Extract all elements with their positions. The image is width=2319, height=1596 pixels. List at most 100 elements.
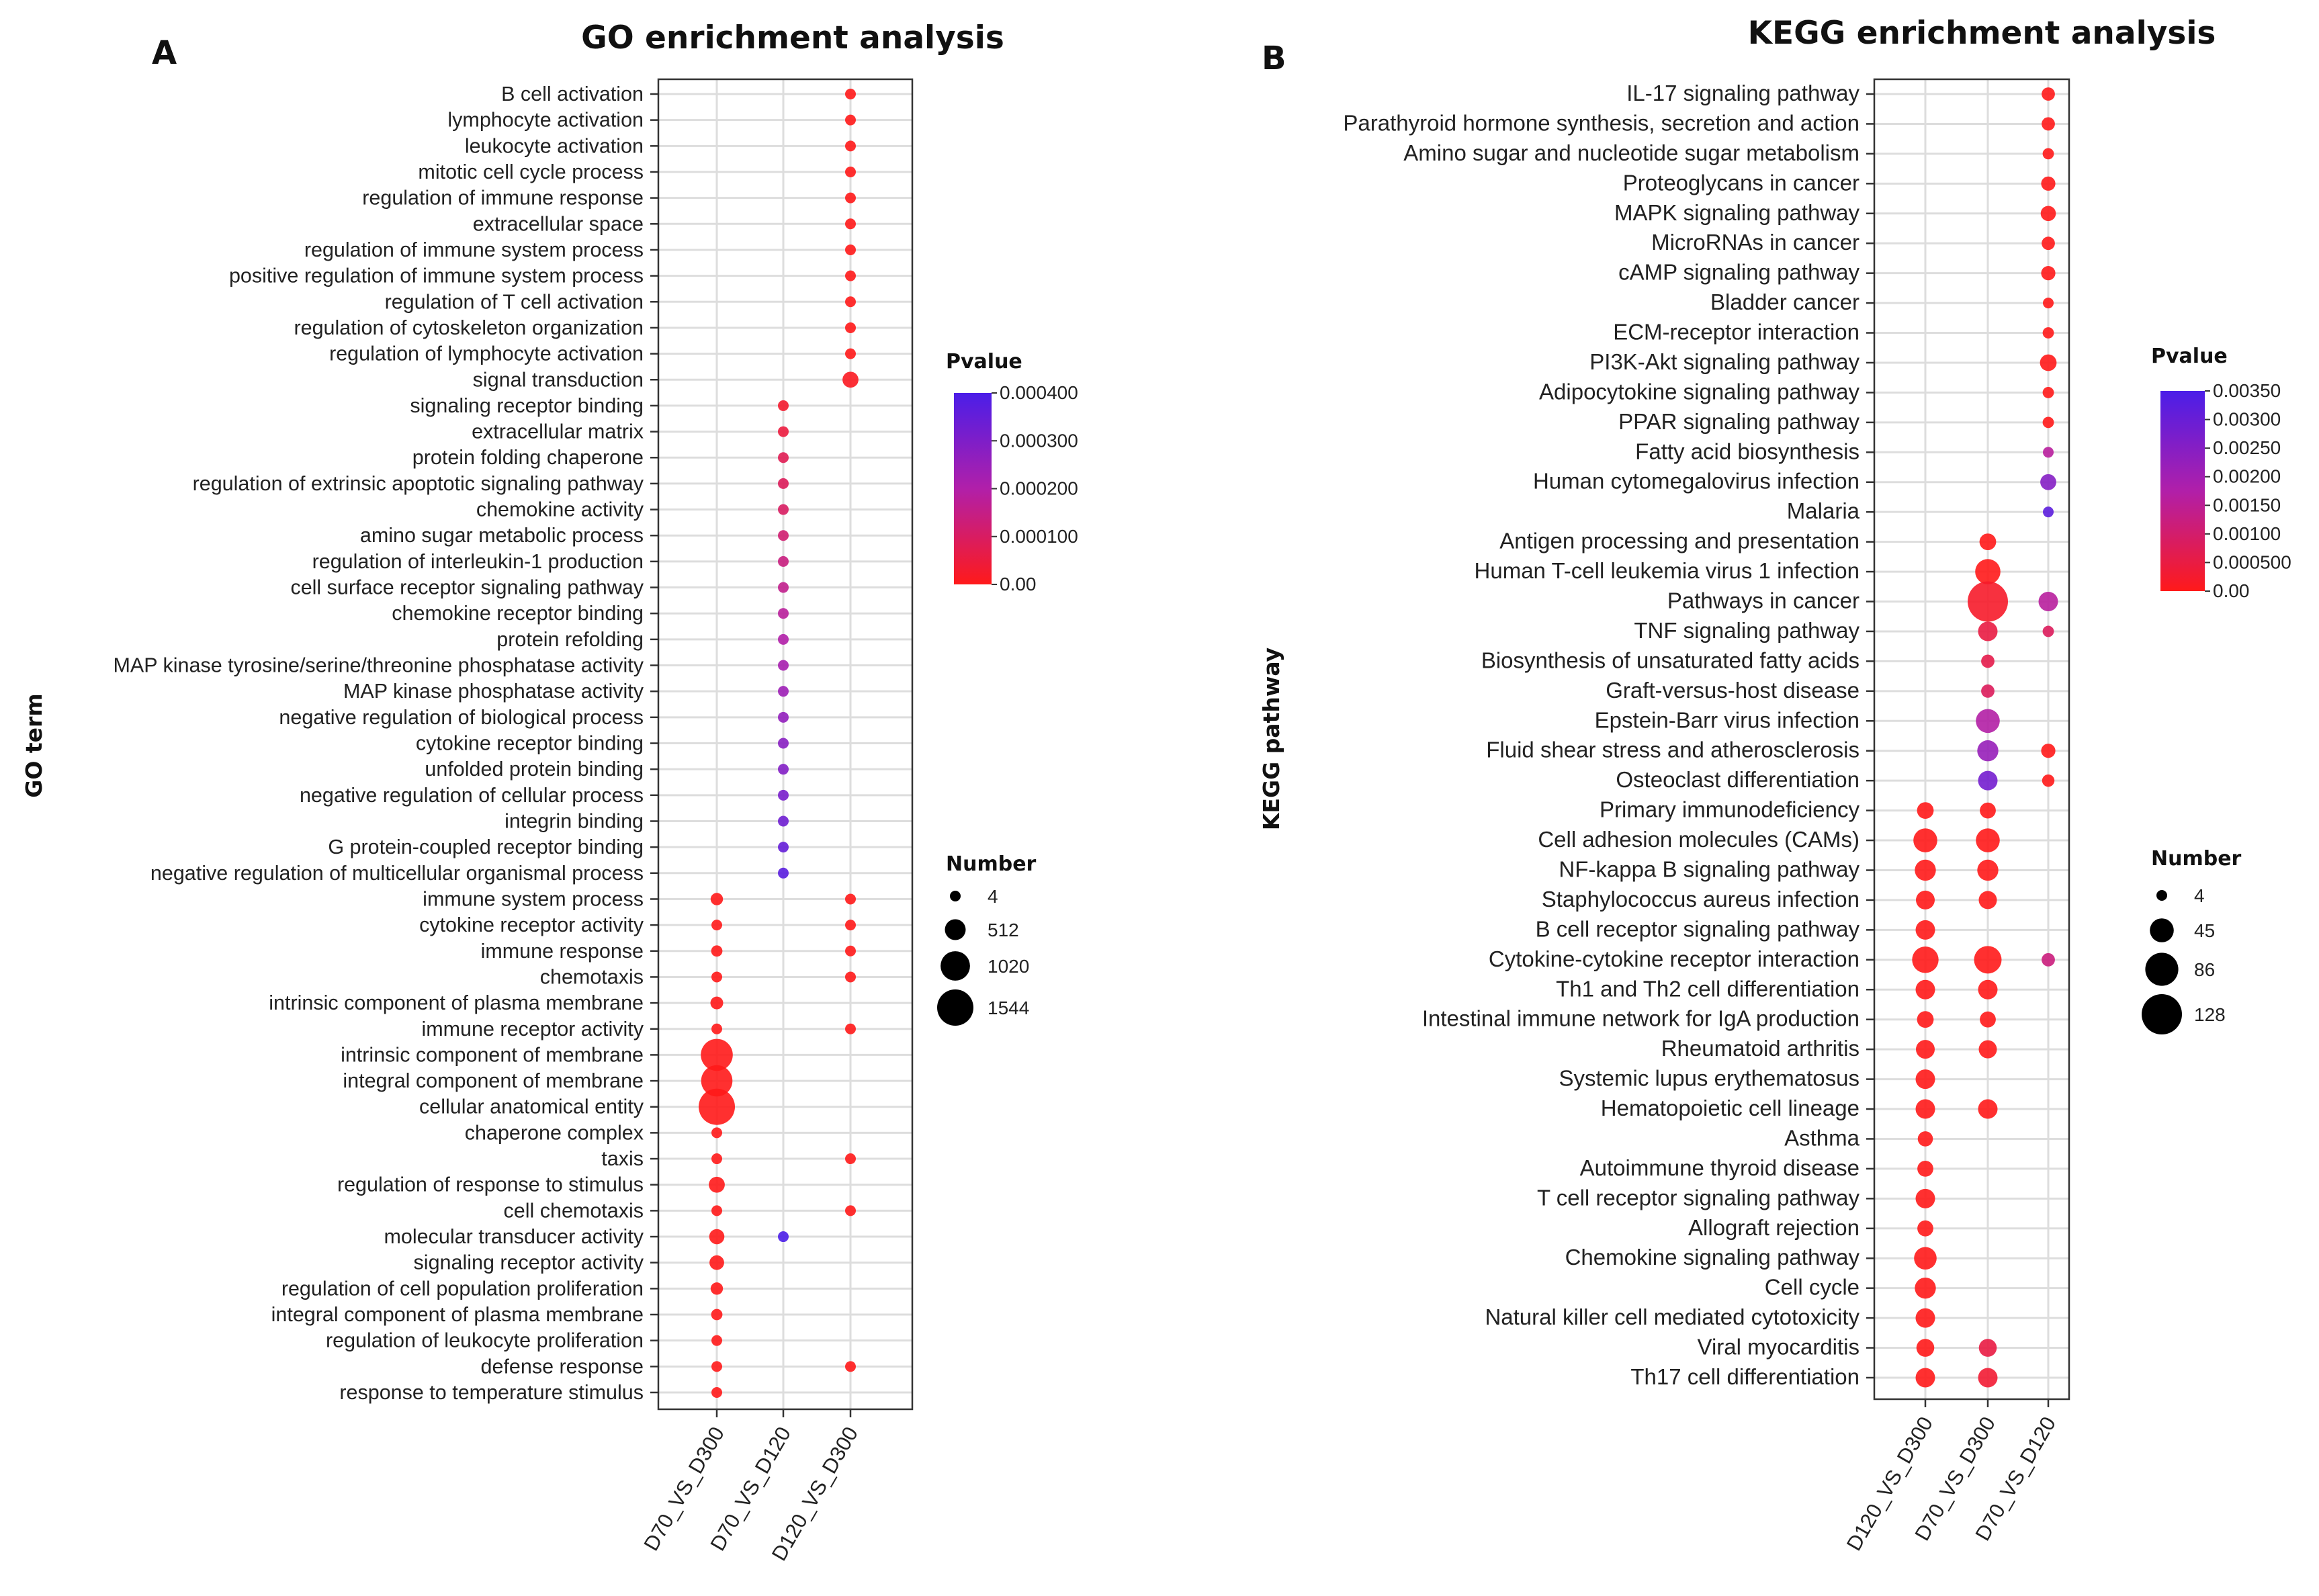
enrichment-dot xyxy=(845,166,856,177)
term-label: Fluid shear stress and atherosclerosis xyxy=(1486,738,1859,762)
term-label: regulation of response to stimulus xyxy=(337,1173,644,1196)
enrichment-dot xyxy=(2043,506,2054,518)
enrichment-dot xyxy=(778,815,789,827)
kegg-pvalue-labels: 0.00350 0.00300 0.00250 0.00200 0.00150 0.001… xyxy=(2205,380,2291,601)
term-label: negative regulation of cellular process xyxy=(300,784,644,807)
enrichment-dot xyxy=(711,920,722,931)
term-label: regulation of T cell activation xyxy=(385,290,644,313)
enrichment-dot xyxy=(711,1205,722,1216)
pvalue-label: 0.000500 xyxy=(2213,551,2291,572)
enrichment-dot xyxy=(711,1309,723,1321)
term-label: cell surface receptor signaling pathway xyxy=(290,576,644,599)
enrichment-dot xyxy=(1915,1069,1935,1090)
term-label: cell chemotaxis xyxy=(504,1199,644,1222)
term-label: Amino sugar and nucleotide sugar metabol… xyxy=(1403,140,1859,165)
term-label: ECM-receptor interaction xyxy=(1613,320,1859,345)
go-term-labels: B cell activation lymphocyte activationle… xyxy=(114,83,644,1404)
enrichment-dot xyxy=(778,1231,789,1243)
enrichment-dot xyxy=(2042,625,2054,637)
enrichment-dot xyxy=(778,400,789,411)
enrichment-dot xyxy=(2042,387,2054,398)
enrichment-dot xyxy=(1917,802,1934,819)
kegg-dots xyxy=(1912,87,2058,1388)
enrichment-dot xyxy=(1978,1368,1998,1388)
enrichment-dot xyxy=(711,945,723,957)
term-label: immune receptor activity xyxy=(421,1018,644,1040)
number-legend-label: 45 xyxy=(2194,920,2215,941)
enrichment-dot xyxy=(701,1065,733,1097)
term-label: cAMP signaling pathway xyxy=(1618,260,1859,285)
go-plot-frame xyxy=(657,78,914,1411)
pvalue-label: 0.00300 xyxy=(2213,409,2281,430)
term-label: leukocyte activation xyxy=(465,134,644,157)
term-label: Allograft rejection xyxy=(1688,1215,1859,1240)
term-label: Biosynthesis of unsaturated fatty acids xyxy=(1481,648,1859,672)
panel-b-label: B xyxy=(1262,40,1286,77)
number-legend-dot xyxy=(2150,918,2174,942)
term-label: integrin binding xyxy=(505,809,644,832)
enrichment-dot xyxy=(778,660,789,671)
enrichment-dot xyxy=(778,608,789,619)
number-legend-label: 86 xyxy=(2194,959,2215,980)
term-label: Cytokine-cytokine receptor interaction xyxy=(1489,946,1859,971)
term-label: positive regulation of immune system pro… xyxy=(229,265,644,287)
term-label: MAPK signaling pathway xyxy=(1614,200,1860,225)
enrichment-dot xyxy=(778,633,789,645)
term-label: Autoimmune thyroid disease xyxy=(1580,1155,1859,1180)
enrichment-dot xyxy=(845,244,856,255)
term-label: cytokine receptor activity xyxy=(419,914,644,936)
enrichment-dot xyxy=(710,996,724,1010)
term-label: Bladder cancer xyxy=(1710,290,1859,314)
enrichment-dot xyxy=(2042,117,2055,131)
term-label: response to temperature stimulus xyxy=(339,1381,644,1404)
enrichment-dot xyxy=(1915,979,1935,1000)
term-label: Proteoglycans in cancer xyxy=(1623,170,1859,195)
enrichment-dot xyxy=(845,322,856,333)
pvalue-label: 0.000100 xyxy=(1000,526,1078,547)
enrichment-dot xyxy=(1977,740,1999,762)
term-label: extracellular matrix xyxy=(472,420,644,443)
enrichment-dot xyxy=(1978,891,1997,910)
enrichment-dot xyxy=(845,348,856,359)
term-label: cytokine receptor binding xyxy=(416,732,644,755)
enrichment-dot xyxy=(709,1176,725,1193)
term-label: signaling receptor activity xyxy=(414,1251,644,1274)
enrichment-dot xyxy=(1915,1368,1935,1388)
panel-b: B KEGG enrichment analysis KEGG pathway … xyxy=(1258,15,2291,1555)
enrichment-dot xyxy=(778,478,789,489)
enrichment-dot xyxy=(1978,979,1998,1000)
enrichment-dot xyxy=(1979,533,1997,551)
enrichment-dot xyxy=(778,452,789,463)
enrichment-dot xyxy=(699,1088,735,1125)
enrichment-dot xyxy=(845,114,856,126)
term-label: Adipocytokine signaling pathway xyxy=(1539,379,1859,404)
enrichment-dot xyxy=(2042,236,2055,251)
term-label: B cell receptor signaling pathway xyxy=(1536,916,1860,941)
kegg-chart-title: KEGG enrichment analysis xyxy=(1748,15,2216,52)
enrichment-dot xyxy=(778,686,789,697)
enrichment-dot xyxy=(1915,1308,1935,1328)
term-label: intrinsic component of plasma membrane xyxy=(269,991,644,1014)
term-label: regulation of immune response xyxy=(362,187,644,210)
enrichment-dot xyxy=(778,738,789,749)
enrichment-dot xyxy=(778,504,789,515)
enrichment-dot xyxy=(2042,327,2054,339)
enrichment-dot xyxy=(845,893,856,905)
term-label: PI3K-Akt signaling pathway xyxy=(1589,349,1859,374)
term-label: Th17 cell differentiation xyxy=(1630,1364,1859,1389)
enrichment-dot xyxy=(778,582,789,593)
term-label: Human cytomegalovirus infection xyxy=(1533,469,1859,494)
enrichment-dot xyxy=(711,1387,722,1398)
term-label: regulation of cytoskeleton organization xyxy=(294,316,644,339)
go-dots xyxy=(699,89,859,1398)
kegg-y-axis-label: KEGG pathway xyxy=(1258,648,1284,830)
enrichment-dot xyxy=(842,371,859,388)
enrichment-dot xyxy=(711,1023,722,1034)
term-label: G protein-coupled receptor binding xyxy=(328,836,644,858)
number-legend-label: 4 xyxy=(2194,885,2205,906)
enrichment-dot xyxy=(778,426,789,437)
term-label: Viral myocarditis xyxy=(1698,1335,1859,1360)
